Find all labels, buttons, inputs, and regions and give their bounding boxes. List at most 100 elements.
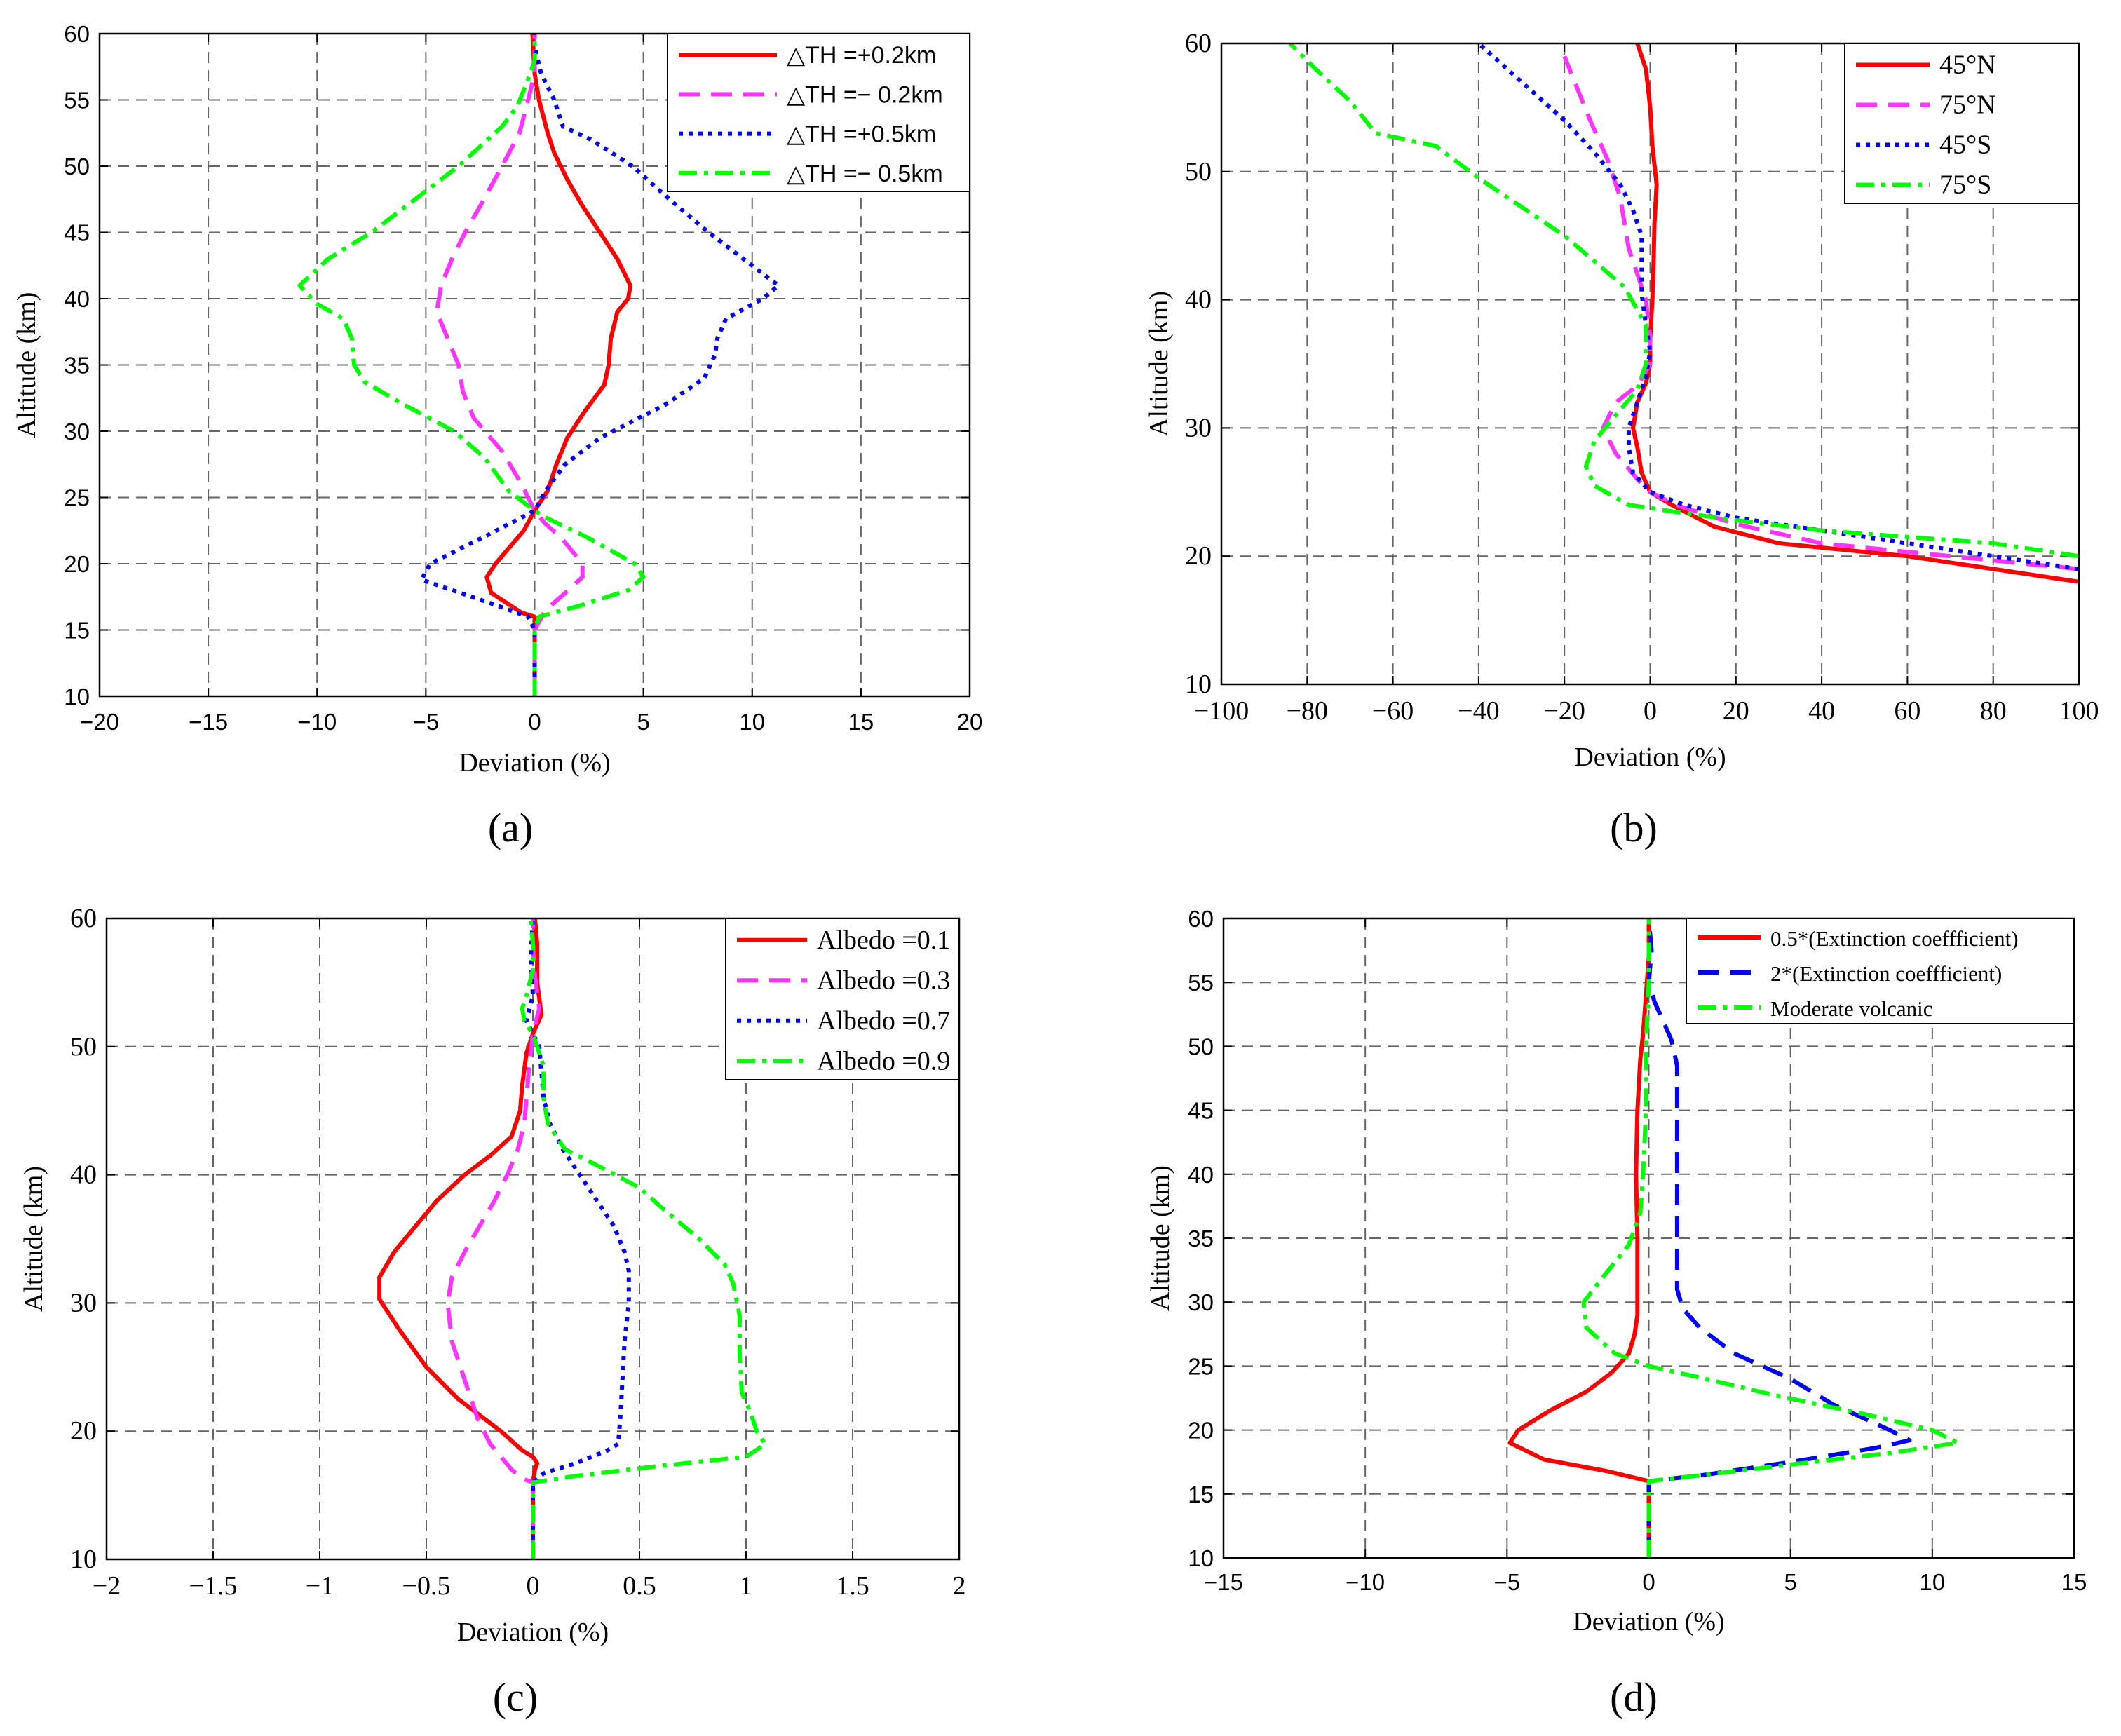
legend-entry-label: Albedo =0.3 bbox=[817, 965, 950, 995]
legend-entry-label: Albedo =0.7 bbox=[817, 1006, 950, 1036]
x-tick-label: 20 bbox=[957, 709, 983, 735]
x-tick-label: 80 bbox=[1980, 696, 2007, 726]
y-tick-label: 45 bbox=[1188, 1098, 1214, 1124]
series-line-a-2 bbox=[434, 34, 585, 696]
legend-entry-label: 45°N bbox=[1939, 50, 1996, 80]
legend: 0.5*(Extinction coeffficient) 2*(Extincti… bbox=[1686, 918, 2075, 1024]
y-tick-label: 30 bbox=[70, 1288, 97, 1317]
legend: △TH =+0.2km △TH =− 0.2km △TH =+0.5km △TH =−… bbox=[667, 33, 970, 192]
y-axis-label: Altitude (km) bbox=[12, 292, 41, 438]
series-line-d-3 bbox=[1581, 918, 1960, 1558]
y-axis-label: Altitude (km) bbox=[1144, 291, 1174, 437]
y-tick-label: 60 bbox=[1185, 29, 1212, 58]
x-tick-label: −40 bbox=[1458, 696, 1499, 726]
x-axis-label: Deviation (%) bbox=[459, 748, 610, 778]
series-line-c-4 bbox=[520, 918, 768, 1559]
chart-panel-c: −2 −1.5 −1 −0.5 0 0.5 1 1.5 2 10 20 30 40 50 60 Albedo … bbox=[19, 904, 966, 1720]
x-tick-label: −20 bbox=[80, 709, 119, 735]
plot-frame bbox=[1222, 917, 2075, 1559]
x-tick-label: −60 bbox=[1372, 696, 1414, 726]
x-tick-label: 15 bbox=[2061, 1569, 2087, 1595]
y-tick-label: 50 bbox=[70, 1032, 97, 1062]
chart-panel-a: −20 −15 −10 −5 0 5 10 15 20 10 15 20 25 30 35 40 45 50 55 6… bbox=[12, 21, 982, 850]
y-tick-label: 30 bbox=[1185, 413, 1212, 442]
series-line-a-4 bbox=[297, 34, 646, 696]
x-tick-label: 2 bbox=[953, 1571, 966, 1601]
x-tick-label: −2 bbox=[93, 1571, 121, 1601]
x-tick-label: 10 bbox=[739, 709, 765, 735]
series-line-d-2 bbox=[1646, 918, 1912, 1558]
x-tick-label: 0 bbox=[527, 1571, 540, 1601]
x-tick-label: −0.5 bbox=[402, 1571, 451, 1601]
series-line-d-1 bbox=[1507, 918, 1651, 1558]
plot-frame bbox=[98, 32, 971, 698]
x-axis-label: Deviation (%) bbox=[457, 1618, 609, 1647]
y-tick-label: 25 bbox=[64, 485, 90, 511]
legend-entry-label: Albedo =0.9 bbox=[817, 1046, 950, 1076]
legend-box bbox=[667, 33, 970, 192]
series-line-c-1 bbox=[377, 918, 544, 1559]
chart-panel-b: −100 −80 −60 −40 −20 0 20 40 60 80 100 10 20 30 40 50 60… bbox=[1144, 29, 2099, 850]
plot-frame bbox=[1220, 42, 2080, 686]
legend-box bbox=[725, 918, 960, 1080]
y-tick-label: 55 bbox=[64, 88, 90, 114]
x-tick-label: 0 bbox=[528, 709, 541, 735]
y-tick-label: 40 bbox=[1188, 1162, 1214, 1188]
legend: Albedo =0.1 Albedo =0.3 Albedo =0.7 Albedo … bbox=[725, 918, 960, 1080]
series-line-b-4 bbox=[1288, 43, 2079, 559]
legend-entry-label: Moderate volcanic bbox=[1770, 996, 1933, 1021]
y-tick-label: 50 bbox=[64, 154, 90, 179]
y-tick-label: 60 bbox=[70, 904, 97, 933]
legend-entry-label: 75°S bbox=[1939, 170, 1991, 200]
x-tick-label: −15 bbox=[189, 709, 228, 735]
x-tick-label: −20 bbox=[1543, 696, 1585, 726]
y-tick-label: 10 bbox=[1188, 1545, 1214, 1571]
plot-frame bbox=[105, 917, 961, 1561]
legend: 45°N 75°N 45°S 75°S bbox=[1844, 43, 2080, 204]
y-axis-label: Altitude (km) bbox=[19, 1166, 48, 1312]
y-tick-label: 20 bbox=[1188, 1418, 1214, 1444]
legend-entry-label: △TH =+0.2km bbox=[787, 42, 936, 69]
x-tick-label: −5 bbox=[413, 709, 440, 735]
series-line-b-3 bbox=[1477, 43, 2079, 571]
legend-entry-label: 45°S bbox=[1939, 130, 1991, 160]
x-tick-label: 0 bbox=[1642, 1569, 1655, 1595]
y-tick-label: 25 bbox=[1188, 1353, 1214, 1379]
x-tick-label: 5 bbox=[637, 709, 649, 735]
y-tick-label: 10 bbox=[70, 1545, 97, 1574]
y-tick-label: 30 bbox=[1188, 1289, 1214, 1315]
y-tick-label: 50 bbox=[1188, 1033, 1214, 1059]
panel-label: (d) bbox=[1610, 1674, 1658, 1720]
x-tick-label: 20 bbox=[1723, 696, 1749, 726]
panel-label: (b) bbox=[1610, 805, 1658, 850]
y-tick-label: 35 bbox=[1188, 1226, 1214, 1252]
y-tick-label: 40 bbox=[1185, 285, 1212, 315]
y-tick-label: 50 bbox=[1185, 157, 1212, 187]
y-tick-label: 40 bbox=[70, 1160, 97, 1190]
y-tick-label: 45 bbox=[64, 220, 90, 246]
y-tick-label: 10 bbox=[64, 684, 90, 710]
x-axis-label: Deviation (%) bbox=[1573, 1607, 1724, 1636]
y-tick-label: 20 bbox=[64, 551, 90, 577]
y-tick-label: 15 bbox=[1188, 1481, 1214, 1507]
series-line-c-3 bbox=[524, 918, 631, 1559]
series-line-c-2 bbox=[445, 918, 542, 1559]
legend-entry-label: Albedo =0.1 bbox=[817, 925, 950, 955]
legend-entry-label: 2*(Extinction coeffficient) bbox=[1770, 961, 2002, 986]
x-tick-label: −1.5 bbox=[189, 1571, 238, 1601]
x-tick-label: −15 bbox=[1204, 1569, 1243, 1595]
x-tick-label: −80 bbox=[1287, 696, 1328, 726]
x-tick-label: 60 bbox=[1894, 696, 1920, 726]
y-tick-label: 60 bbox=[1188, 906, 1214, 932]
legend-entry-label: △TH =− 0.5km bbox=[787, 161, 943, 187]
legend-entry-label: △TH =− 0.2km bbox=[787, 81, 943, 108]
y-tick-label: 30 bbox=[64, 419, 90, 445]
y-tick-label: 35 bbox=[64, 353, 90, 379]
y-tick-label: 20 bbox=[70, 1416, 97, 1446]
x-tick-label: 0.5 bbox=[623, 1571, 656, 1601]
legend-entry-label: 0.5*(Extinction coeffficient) bbox=[1770, 926, 2019, 951]
y-tick-label: 15 bbox=[64, 618, 90, 644]
chart-panel-d: −15 −10 −5 0 5 10 15 10 15 20 25 30 35 40 45 50 55 60 0.5*… bbox=[1146, 906, 2087, 1720]
x-tick-label: 0 bbox=[1644, 696, 1657, 726]
